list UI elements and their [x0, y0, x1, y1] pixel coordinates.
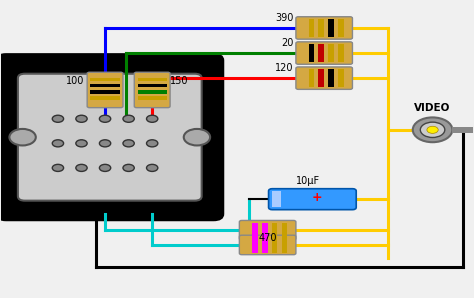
- Circle shape: [52, 164, 64, 171]
- FancyBboxPatch shape: [0, 55, 223, 220]
- Text: 150: 150: [170, 76, 189, 86]
- Bar: [252, 223, 258, 238]
- Circle shape: [146, 140, 158, 147]
- Circle shape: [413, 117, 452, 142]
- Bar: [309, 69, 314, 87]
- FancyBboxPatch shape: [239, 235, 296, 255]
- Circle shape: [9, 129, 36, 145]
- Circle shape: [184, 129, 210, 145]
- Bar: [262, 223, 268, 238]
- Bar: [272, 223, 277, 238]
- Circle shape: [52, 115, 64, 122]
- Circle shape: [123, 164, 134, 171]
- Text: 390: 390: [275, 13, 293, 23]
- Bar: [338, 44, 344, 62]
- Text: 20: 20: [281, 38, 293, 48]
- Text: +: +: [312, 191, 322, 204]
- Bar: [282, 237, 287, 253]
- Circle shape: [52, 140, 64, 147]
- FancyBboxPatch shape: [239, 221, 296, 240]
- Circle shape: [123, 140, 134, 147]
- FancyBboxPatch shape: [134, 72, 170, 108]
- Circle shape: [146, 164, 158, 171]
- Bar: [137, 90, 167, 94]
- FancyBboxPatch shape: [87, 72, 123, 108]
- Text: 100: 100: [65, 76, 84, 86]
- Bar: [272, 237, 277, 253]
- Bar: [328, 69, 334, 87]
- Circle shape: [427, 126, 438, 133]
- Bar: [137, 77, 167, 81]
- Circle shape: [420, 122, 445, 137]
- Text: 470: 470: [258, 233, 277, 243]
- Bar: [91, 96, 119, 100]
- Bar: [338, 69, 344, 87]
- Bar: [137, 84, 167, 87]
- Text: 120: 120: [275, 63, 293, 73]
- Bar: [328, 19, 334, 37]
- Bar: [309, 44, 314, 62]
- Circle shape: [123, 115, 134, 122]
- Bar: [91, 90, 119, 94]
- Bar: [328, 44, 334, 62]
- Circle shape: [100, 115, 111, 122]
- Bar: [273, 191, 281, 207]
- Bar: [338, 19, 344, 37]
- Bar: [262, 237, 268, 253]
- Bar: [452, 127, 474, 133]
- Circle shape: [146, 115, 158, 122]
- Text: 10μF: 10μF: [296, 176, 320, 186]
- Bar: [252, 237, 258, 253]
- Circle shape: [100, 164, 111, 171]
- FancyBboxPatch shape: [296, 42, 353, 64]
- Circle shape: [100, 140, 111, 147]
- Bar: [319, 19, 324, 37]
- Circle shape: [76, 140, 87, 147]
- Bar: [309, 19, 314, 37]
- Bar: [137, 96, 167, 100]
- FancyBboxPatch shape: [18, 74, 201, 201]
- Circle shape: [76, 115, 87, 122]
- Circle shape: [76, 164, 87, 171]
- Bar: [319, 69, 324, 87]
- Bar: [91, 77, 119, 81]
- Bar: [282, 223, 287, 238]
- FancyBboxPatch shape: [296, 67, 353, 89]
- FancyBboxPatch shape: [296, 17, 353, 39]
- FancyBboxPatch shape: [269, 189, 356, 210]
- Text: VIDEO: VIDEO: [414, 103, 451, 113]
- Bar: [91, 84, 119, 87]
- Bar: [319, 44, 324, 62]
